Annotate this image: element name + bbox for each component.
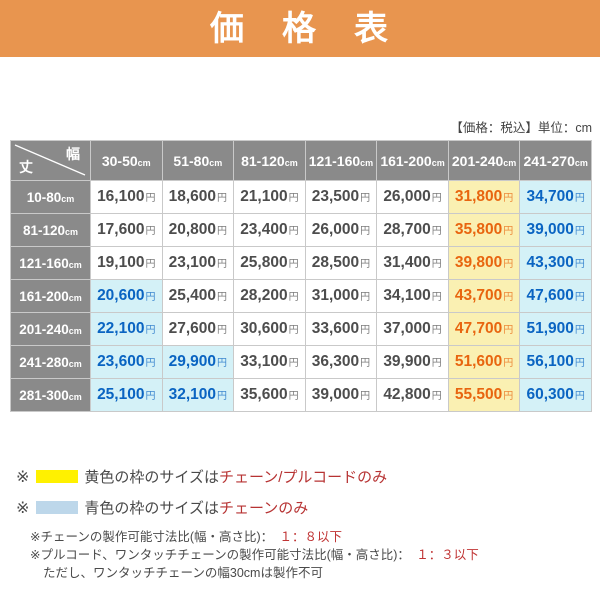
price-cell: 17,600円 [90,213,163,247]
price-cell: 43,300円 [519,246,592,280]
price-cell: 51,600円 [447,345,521,379]
price-cell: 23,500円 [304,180,378,214]
table-row-81-120cm: 81-120cm 17,600円 20,800円 23,400円 26,000円 28,7… [10,213,592,247]
row-header-241-280cm: 241-280cm [10,345,91,379]
col-header-30-50cm: 30-50cm [90,140,163,181]
legend: ※ 黄色の枠のサイズは チェーン/プルコードのみ ※ 青色の枠のサイズは チェー… [16,466,600,518]
note-marker: ※ [16,499,30,517]
col-header-121-160cm: 121-160cm [304,140,378,181]
table-row-281-300cm: 281-300cm 25,100円 32,100円 35,600円 39,000円 42,… [10,378,592,412]
table-row-121-160cm: 121-160cm 19,100円 23,100円 25,800円 28,500円 31,… [10,246,592,280]
price-cell: 28,200円 [233,279,306,313]
legend-item-yellow: ※ 黄色の枠のサイズは チェーン/プルコードのみ [16,466,600,487]
price-cell: 23,400円 [233,213,306,247]
price-cell: 29,900円 [161,345,235,379]
price-cell: 31,000円 [304,279,378,313]
row-header-161-200cm: 161-200cm [10,279,91,313]
col-header-161-200cm: 161-200cm [376,140,449,181]
diagonal-divider [14,144,86,176]
footnote-pullcord-ratio: ※プルコード、ワンタッチチェーンの製作可能寸法比(幅・高さ比)： １：３以下 [30,548,479,563]
price-cell: 37,000円 [376,312,449,346]
price-cell: 51,900円 [519,312,592,346]
table-header-row: 幅 丈 30-50cm 51-80cm 81-120cm 121-160cm 161-2… [10,140,592,181]
col-header-81-120cm: 81-120cm [233,140,306,181]
price-cell: 31,800円 [447,180,521,214]
price-table-body: 10-80cm 16,100円 18,600円 21,100円 23,500円 26,00… [10,180,592,412]
price-cell: 28,700円 [376,213,449,247]
axis-corner-cell: 幅 丈 [10,140,91,181]
price-cell: 39,000円 [519,213,592,247]
price-cell: 21,100円 [233,180,306,214]
price-cell: 27,600円 [161,312,235,346]
legend-yellow-red-text: チェーン/プルコードのみ [218,469,388,486]
footnote-chain-ratio: ※チェーンの製作可能寸法比(幅・高さ比)： １：８以下 [30,530,342,544]
price-cell: 20,600円 [90,279,163,313]
price-cell: 23,600円 [90,345,163,379]
price-cell: 35,800円 [447,213,521,247]
price-cell: 25,400円 [161,279,235,313]
price-cell: 33,600円 [304,312,378,346]
row-header-281-300cm: 281-300cm [10,378,91,412]
price-cell: 20,800円 [161,213,235,247]
row-header-121-160cm: 121-160cm [10,246,91,280]
price-cell: 23,100円 [161,246,235,280]
legend-blue-text: 青色の枠のサイズは [84,500,219,517]
price-cell: 42,800円 [376,378,449,412]
price-cell: 56,100円 [519,345,592,379]
price-cell: 55,500円 [447,378,521,412]
price-cell: 39,800円 [447,246,521,280]
price-cell: 39,900円 [376,345,449,379]
price-cell: 34,100円 [376,279,449,313]
price-tax-unit-note: 【価格：税込】単位：cm [450,121,592,135]
price-cell: 47,600円 [519,279,592,313]
price-cell: 22,100円 [90,312,163,346]
page-title: 価 格 表 [210,9,390,48]
price-cell: 28,500円 [304,246,378,280]
footnote-onetouch-restriction: ただし、ワンタッチチェーンの幅30cmは製作不可 [43,566,323,581]
price-table: 幅 丈 30-50cm 51-80cm 81-120cm 121-160cm 161-2… [10,140,592,412]
legend-item-blue: ※ 青色の枠のサイズは チェーンのみ [16,497,600,518]
page-banner: 価 格 表 [0,0,600,57]
price-cell: 33,100円 [233,345,306,379]
price-cell: 36,300円 [304,345,378,379]
yellow-swatch [36,470,79,483]
row-header-10-80cm: 10-80cm [10,180,91,214]
legend-blue-red-text: チェーンのみ [218,500,309,517]
price-cell: 25,800円 [233,246,306,280]
price-cell: 18,600円 [161,180,235,214]
table-row-10-80cm: 10-80cm 16,100円 18,600円 21,100円 23,500円 26,00… [10,180,592,214]
price-cell: 35,600円 [233,378,306,412]
row-header-81-120cm: 81-120cm [10,213,91,247]
table-row-241-280cm: 241-280cm 23,600円 29,900円 33,100円 36,300円 39,… [10,345,592,379]
price-cell: 31,400円 [376,246,449,280]
col-header-51-80cm: 51-80cm [161,140,235,181]
price-cell: 32,100円 [161,378,235,412]
price-cell: 16,100円 [90,180,163,214]
table-row-161-200cm: 161-200cm 20,600円 25,400円 28,200円 31,000円 34,… [10,279,592,313]
col-header-201-240cm: 201-240cm [447,140,521,181]
blue-swatch [36,501,79,514]
price-cell: 30,600円 [233,312,306,346]
price-cell: 34,700円 [519,180,592,214]
price-cell: 25,100円 [90,378,163,412]
price-cell: 19,100円 [90,246,163,280]
price-cell: 39,000円 [304,378,378,412]
price-cell: 60,300円 [519,378,592,412]
row-header-201-240cm: 201-240cm [10,312,91,346]
col-header-241-270cm: 241-270cm [519,140,592,181]
legend-yellow-text: 黄色の枠のサイズは [84,469,219,486]
price-cell: 47,700円 [447,312,521,346]
price-cell: 43,700円 [447,279,521,313]
price-cell: 26,000円 [376,180,449,214]
width-axis-label: 幅 [66,146,80,162]
table-row-201-240cm: 201-240cm 22,100円 27,600円 30,600円 33,600円 37,… [10,312,592,346]
note-marker: ※ [16,468,30,486]
height-axis-label: 丈 [19,159,33,175]
footnotes: ※チェーンの製作可能寸法比(幅・高さ比)： １：８以下 ※プルコード、ワンタッチ… [30,528,600,582]
price-cell: 26,000円 [304,213,378,247]
